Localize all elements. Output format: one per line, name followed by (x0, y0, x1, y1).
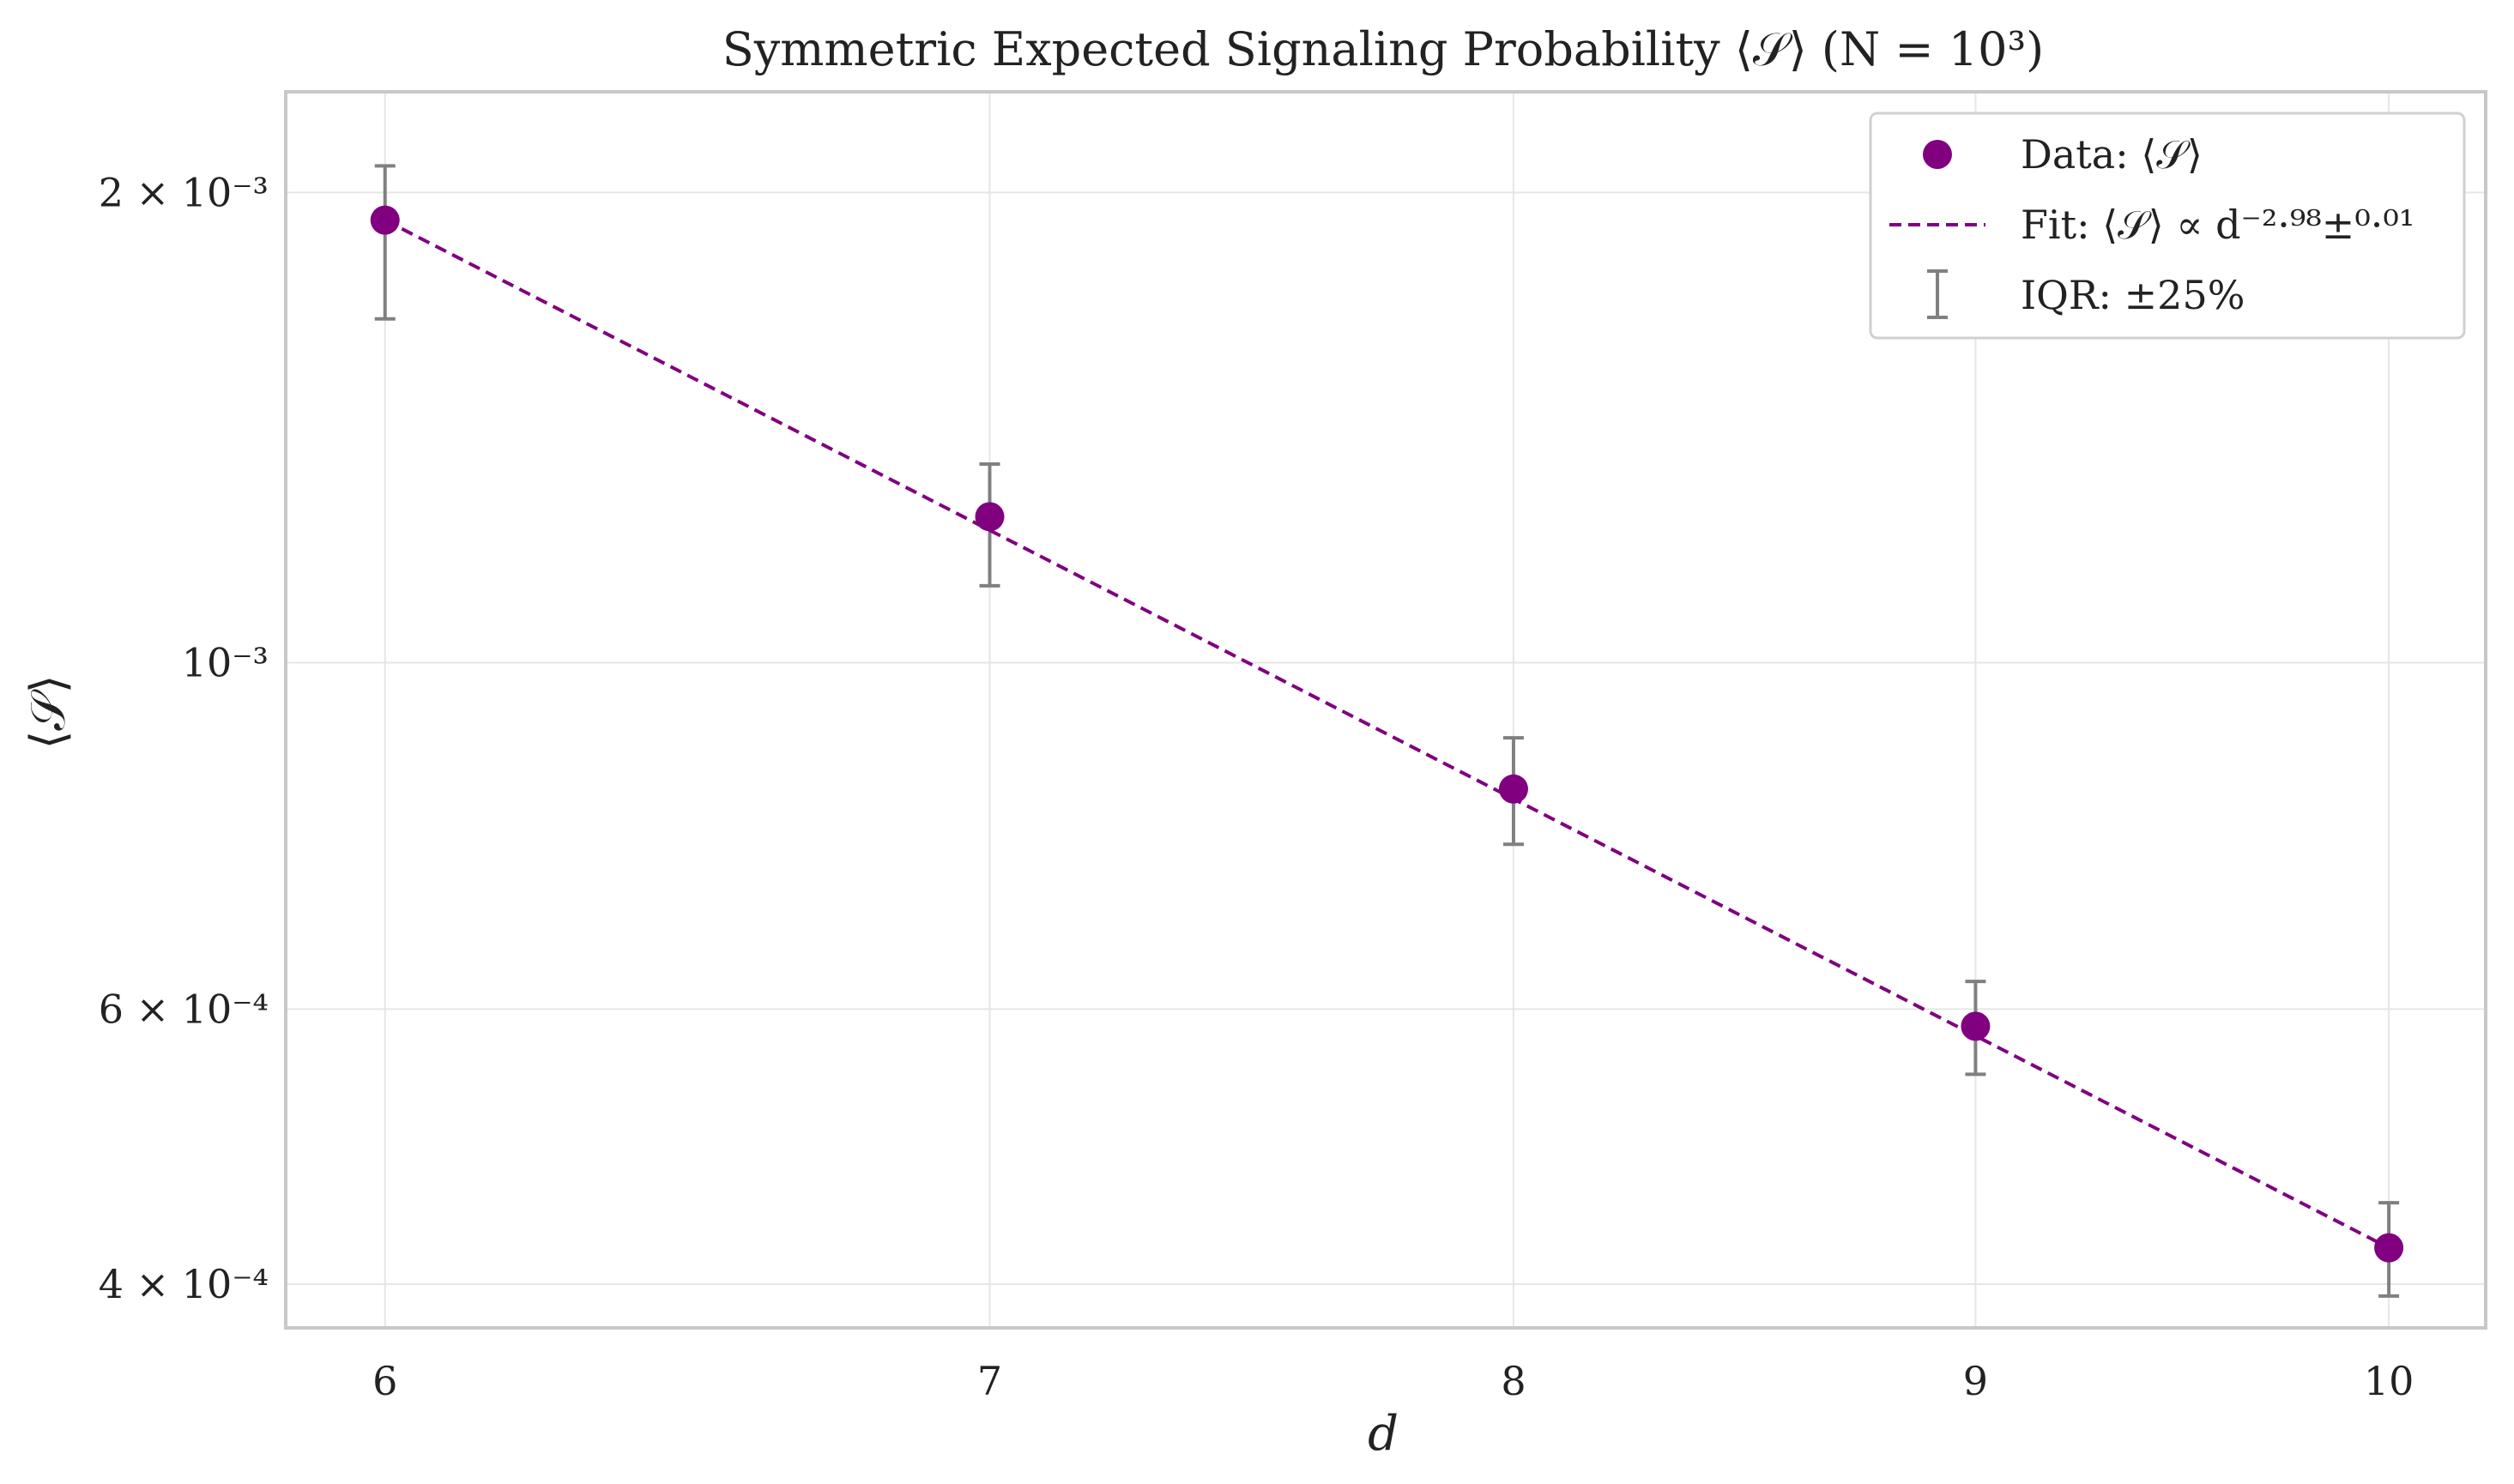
y-axis-label: ⟨𝒮⟩ (21, 674, 76, 749)
x-axis-label: d (1368, 1406, 1399, 1462)
legend-box (1869, 112, 2466, 340)
x-tick-label: 10 (2364, 1358, 2414, 1404)
x-tick-label: 7 (977, 1358, 1002, 1404)
data-point (370, 205, 400, 235)
data-point (1498, 774, 1528, 804)
x-tick-label: 8 (1501, 1358, 1526, 1404)
y-tick-label: 4 × 10⁻⁴ (99, 1261, 269, 1307)
plot-frame (284, 90, 2487, 1330)
grid (286, 92, 2486, 1328)
y-tick-label: 2 × 10⁻³ (99, 169, 269, 215)
chart-title: Symmetric Expected Signaling Probability… (722, 22, 2045, 76)
legend-label-data: Data: ⟨𝒮⟩ (2021, 131, 2203, 178)
legend: Data: ⟨𝒮⟩ Fit: ⟨𝒮⟩ ∝ d⁻²·⁹⁸±⁰·⁰¹ IQR: ±2… (1869, 112, 2466, 340)
fit-line-layer (384, 218, 2390, 1250)
data-point (975, 502, 1005, 532)
y-tick-label: 6 × 10⁻⁴ (99, 986, 269, 1032)
legend-error-bar (1927, 269, 1948, 319)
legend-label-fit: Fit: ⟨𝒮⟩ ∝ d⁻²·⁹⁸±⁰·⁰¹ (2021, 202, 2414, 248)
legend-marker-data (1923, 140, 1952, 169)
legend-marker-iqr (1927, 269, 1948, 319)
x-tick-label: 9 (1963, 1358, 1988, 1404)
tick-labels: 6 7 8 9 10 2 × 10⁻³ 10⁻³ 6 × 10⁻⁴ 4 × 10⁻⁴ (99, 169, 2414, 1404)
x-tick-label: 6 (372, 1358, 397, 1404)
data-point (2374, 1233, 2404, 1263)
y-tick-label: 10⁻³ (182, 639, 269, 685)
legend-label-iqr: IQR: ±25% (2021, 272, 2245, 318)
data-point (1961, 1011, 1991, 1041)
error-bar (374, 164, 396, 321)
data-points (370, 205, 2404, 1263)
fit-line (384, 218, 2390, 1250)
